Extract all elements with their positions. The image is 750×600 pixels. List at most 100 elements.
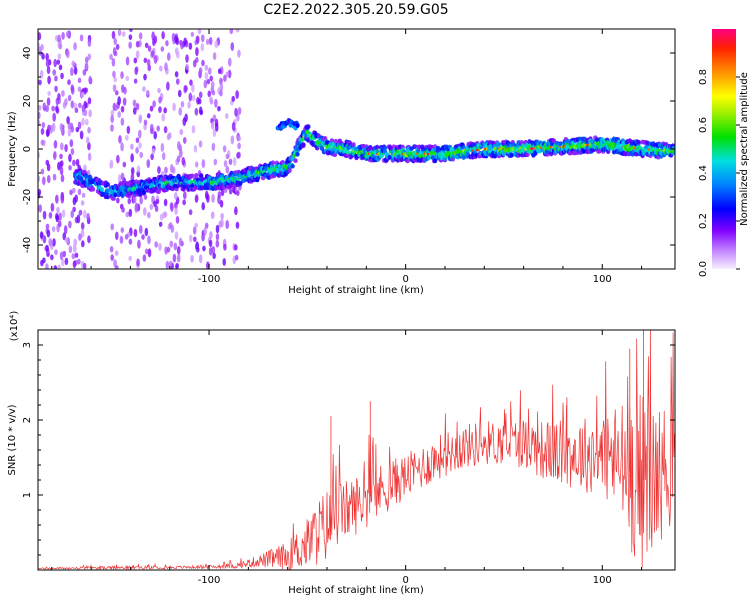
noise-blob — [88, 75, 92, 85]
colorbar-ticks: 0.0 0.2 0.4 0.6 0.8 — [698, 69, 740, 277]
noise-blob — [38, 191, 41, 199]
noise-blob — [80, 200, 85, 206]
noise-blob — [153, 54, 158, 64]
noise-blob — [183, 191, 187, 200]
noise-blob — [128, 238, 133, 245]
y-tick-label: -20 — [22, 189, 33, 205]
noise-blob — [142, 207, 147, 216]
noise-blob — [188, 42, 193, 50]
noise-blob — [110, 124, 114, 132]
noise-blob — [110, 114, 114, 124]
noise-blob — [132, 195, 137, 204]
noise-blob — [203, 79, 208, 89]
noise-blob — [38, 105, 42, 111]
noise-blob — [163, 198, 168, 207]
ridge-cell — [194, 173, 199, 178]
noise-blob — [61, 31, 65, 40]
ridge-cell — [374, 144, 380, 150]
noise-blob — [38, 204, 43, 213]
noise-blob — [211, 246, 216, 255]
noise-blob — [142, 254, 147, 262]
noise-blob — [67, 128, 72, 137]
noise-blob — [135, 50, 140, 60]
noise-blob — [197, 98, 202, 105]
noise-blob — [202, 245, 206, 252]
noise-blob — [128, 34, 133, 40]
noise-blob — [61, 209, 66, 218]
noise-blob — [136, 258, 140, 267]
noise-blob — [52, 151, 57, 161]
noise-blob — [68, 153, 72, 163]
ridge-cell — [382, 145, 388, 151]
ridge-cell — [636, 139, 641, 145]
colorbar-tick-label: 0.4 — [698, 165, 709, 181]
noise-blob — [62, 101, 67, 109]
noise-blob — [72, 159, 76, 167]
noise-blob — [61, 90, 65, 97]
noise-blob — [114, 90, 119, 96]
ridge-cell — [138, 192, 143, 197]
noise-blob — [174, 71, 179, 78]
noise-blob — [84, 56, 89, 64]
noise-blob — [147, 235, 151, 245]
noise-blob — [79, 34, 84, 42]
ridge-cell — [290, 163, 295, 169]
noise-blob — [143, 119, 148, 126]
noise-blob — [222, 258, 227, 266]
noise-blob — [47, 75, 51, 85]
noise-blob — [70, 148, 75, 156]
snr-axes: -100 0 100 1 2 3 — [22, 330, 675, 586]
noise-blob — [74, 194, 79, 203]
noise-blob — [74, 107, 79, 114]
noise-blob — [73, 42, 77, 51]
noise-blob — [209, 231, 213, 239]
noise-blob — [182, 199, 186, 206]
noise-blob — [147, 211, 151, 219]
noise-blob — [81, 117, 85, 126]
noise-blob — [51, 226, 56, 232]
noise-blob — [78, 209, 83, 216]
noise-blob — [137, 239, 141, 249]
noise-blob — [193, 144, 198, 153]
noise-blob — [149, 128, 154, 135]
noise-blob — [204, 222, 209, 229]
noise-blob — [147, 248, 152, 258]
noise-blob — [229, 29, 234, 35]
ridge-cell — [141, 190, 147, 195]
noise-blob — [144, 227, 149, 237]
noise-blob — [59, 153, 63, 160]
noise-blob — [143, 57, 148, 64]
noise-blob — [114, 105, 118, 112]
noise-blob — [146, 158, 151, 169]
noise-blob — [52, 69, 56, 76]
noise-blob — [83, 109, 88, 117]
noise-blob — [80, 222, 85, 230]
spectrogram-y-axis-label: Frequency (Hz) — [7, 111, 18, 187]
noise-blob — [84, 62, 89, 70]
noise-blob — [40, 44, 44, 51]
noise-blob — [68, 165, 72, 171]
noise-blob — [154, 205, 159, 213]
noise-blob — [130, 167, 135, 175]
y-tick-label: 20 — [22, 95, 33, 108]
noise-blob — [158, 242, 162, 252]
noise-blob — [128, 255, 132, 262]
noise-blob — [170, 202, 174, 212]
noise-blob — [41, 53, 45, 60]
noise-blob — [110, 109, 115, 117]
noise-blob — [40, 127, 45, 135]
noise-blob — [57, 93, 61, 101]
noise-blob — [45, 104, 49, 113]
noise-blob — [75, 126, 80, 133]
noise-blob — [237, 135, 241, 142]
y-tick-label: 40 — [22, 47, 33, 60]
noise-blob — [220, 212, 224, 220]
noise-blob — [175, 215, 180, 224]
noise-blob — [68, 220, 72, 229]
noise-blob — [224, 113, 229, 119]
noise-blob — [219, 90, 223, 97]
noise-blob — [158, 221, 163, 227]
noise-blob — [209, 96, 213, 103]
noise-blob — [52, 173, 57, 181]
noise-blob — [185, 54, 189, 63]
